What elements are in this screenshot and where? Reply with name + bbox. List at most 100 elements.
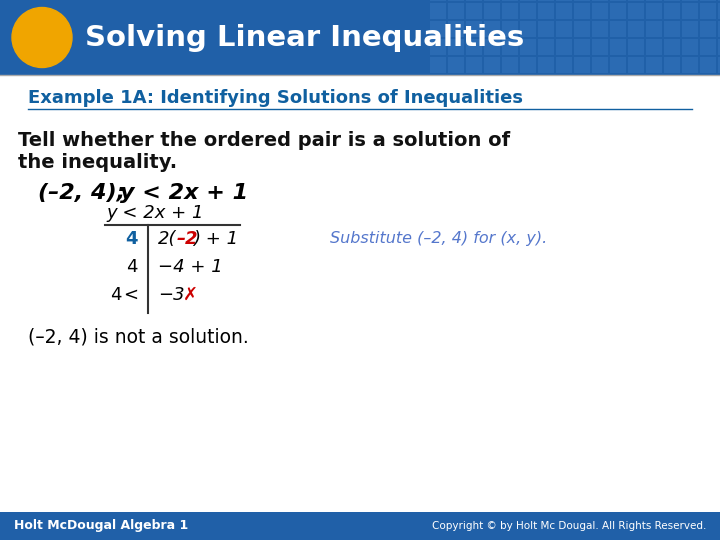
Text: Example 1A: Identifying Solutions of Inequalities: Example 1A: Identifying Solutions of Ine… [28, 89, 523, 107]
FancyBboxPatch shape [520, 21, 536, 37]
FancyBboxPatch shape [682, 3, 698, 19]
FancyBboxPatch shape [718, 21, 720, 37]
FancyBboxPatch shape [0, 0, 720, 75]
FancyBboxPatch shape [700, 0, 716, 1]
FancyBboxPatch shape [700, 57, 716, 73]
Text: y < 2x + 1: y < 2x + 1 [106, 204, 204, 222]
FancyBboxPatch shape [430, 3, 446, 19]
FancyBboxPatch shape [520, 3, 536, 19]
FancyBboxPatch shape [646, 0, 662, 1]
FancyBboxPatch shape [574, 3, 590, 19]
FancyBboxPatch shape [502, 0, 518, 1]
FancyBboxPatch shape [646, 3, 662, 19]
Text: Tell whether the ordered pair is a solution of: Tell whether the ordered pair is a solut… [18, 131, 510, 150]
FancyBboxPatch shape [646, 21, 662, 37]
FancyBboxPatch shape [466, 21, 482, 37]
FancyBboxPatch shape [502, 3, 518, 19]
FancyBboxPatch shape [502, 57, 518, 73]
FancyBboxPatch shape [718, 57, 720, 73]
Text: −3: −3 [158, 286, 184, 304]
FancyBboxPatch shape [502, 39, 518, 55]
FancyBboxPatch shape [628, 39, 644, 55]
FancyBboxPatch shape [592, 57, 608, 73]
FancyBboxPatch shape [484, 57, 500, 73]
FancyBboxPatch shape [430, 21, 446, 37]
FancyBboxPatch shape [592, 21, 608, 37]
FancyBboxPatch shape [502, 21, 518, 37]
FancyBboxPatch shape [592, 3, 608, 19]
FancyBboxPatch shape [610, 57, 626, 73]
FancyBboxPatch shape [664, 39, 680, 55]
FancyBboxPatch shape [664, 3, 680, 19]
FancyBboxPatch shape [466, 39, 482, 55]
FancyBboxPatch shape [574, 21, 590, 37]
FancyBboxPatch shape [664, 57, 680, 73]
FancyBboxPatch shape [628, 0, 644, 1]
FancyBboxPatch shape [538, 57, 554, 73]
FancyBboxPatch shape [700, 39, 716, 55]
Text: Substitute (–2, 4) for (x, y).: Substitute (–2, 4) for (x, y). [330, 232, 547, 246]
FancyBboxPatch shape [682, 21, 698, 37]
FancyBboxPatch shape [628, 21, 644, 37]
FancyBboxPatch shape [466, 0, 482, 1]
FancyBboxPatch shape [664, 0, 680, 1]
FancyBboxPatch shape [556, 39, 572, 55]
FancyBboxPatch shape [574, 0, 590, 1]
Text: −4 + 1: −4 + 1 [158, 258, 222, 276]
FancyBboxPatch shape [484, 0, 500, 1]
FancyBboxPatch shape [484, 39, 500, 55]
Text: 4: 4 [127, 258, 138, 276]
FancyBboxPatch shape [700, 21, 716, 37]
FancyBboxPatch shape [538, 39, 554, 55]
FancyBboxPatch shape [628, 57, 644, 73]
FancyBboxPatch shape [592, 39, 608, 55]
Text: 4: 4 [125, 230, 138, 248]
FancyBboxPatch shape [430, 39, 446, 55]
Text: 4: 4 [110, 286, 122, 304]
FancyBboxPatch shape [466, 57, 482, 73]
FancyBboxPatch shape [592, 0, 608, 1]
FancyBboxPatch shape [682, 39, 698, 55]
FancyBboxPatch shape [520, 0, 536, 1]
FancyBboxPatch shape [646, 39, 662, 55]
FancyBboxPatch shape [610, 39, 626, 55]
Text: (–2, 4) is not a solution.: (–2, 4) is not a solution. [28, 327, 248, 347]
FancyBboxPatch shape [718, 0, 720, 1]
FancyBboxPatch shape [448, 0, 464, 1]
FancyBboxPatch shape [682, 57, 698, 73]
Text: Copyright © by Holt Mc Dougal. All Rights Reserved.: Copyright © by Holt Mc Dougal. All Right… [431, 521, 706, 531]
FancyBboxPatch shape [664, 21, 680, 37]
FancyBboxPatch shape [430, 57, 446, 73]
FancyBboxPatch shape [520, 57, 536, 73]
FancyBboxPatch shape [484, 3, 500, 19]
FancyBboxPatch shape [538, 3, 554, 19]
Text: ) + 1: ) + 1 [193, 230, 238, 248]
FancyBboxPatch shape [718, 39, 720, 55]
FancyBboxPatch shape [574, 57, 590, 73]
FancyBboxPatch shape [448, 3, 464, 19]
FancyBboxPatch shape [556, 0, 572, 1]
Text: <: < [123, 286, 138, 304]
Text: (–2, 4);: (–2, 4); [38, 183, 141, 203]
Text: Solving Linear Inequalities: Solving Linear Inequalities [85, 24, 524, 51]
FancyBboxPatch shape [430, 0, 446, 1]
FancyBboxPatch shape [538, 21, 554, 37]
Text: –2: –2 [177, 230, 199, 248]
FancyBboxPatch shape [0, 512, 720, 540]
FancyBboxPatch shape [610, 21, 626, 37]
FancyBboxPatch shape [556, 57, 572, 73]
FancyBboxPatch shape [538, 0, 554, 1]
FancyBboxPatch shape [448, 39, 464, 55]
FancyBboxPatch shape [610, 0, 626, 1]
FancyBboxPatch shape [448, 57, 464, 73]
FancyBboxPatch shape [466, 3, 482, 19]
FancyBboxPatch shape [610, 3, 626, 19]
FancyBboxPatch shape [646, 57, 662, 73]
Text: 2(: 2( [158, 230, 176, 248]
FancyBboxPatch shape [574, 39, 590, 55]
Circle shape [12, 8, 72, 68]
FancyBboxPatch shape [700, 3, 716, 19]
FancyBboxPatch shape [448, 21, 464, 37]
FancyBboxPatch shape [628, 3, 644, 19]
FancyBboxPatch shape [718, 3, 720, 19]
